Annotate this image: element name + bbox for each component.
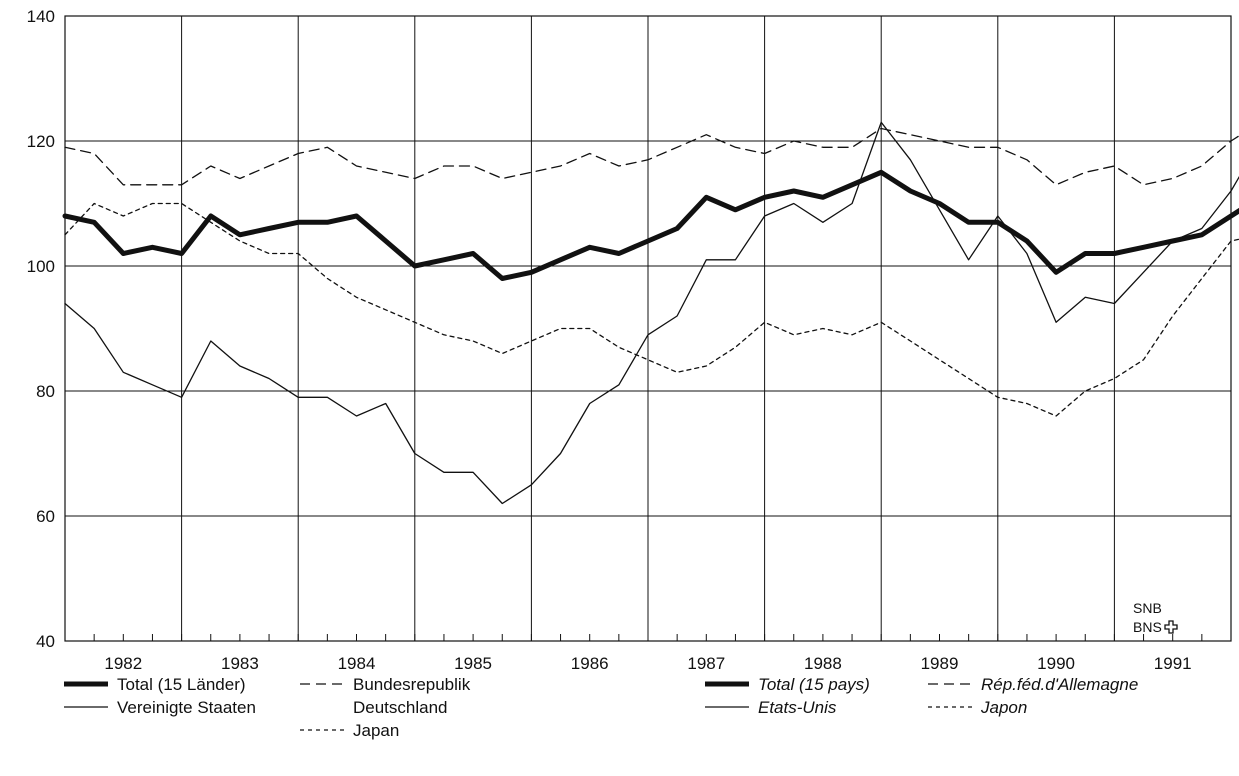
legend-label: Bundesrepublik bbox=[353, 675, 471, 694]
logo-line-1: SNB bbox=[1133, 600, 1162, 616]
x-tick-label: 1989 bbox=[921, 654, 959, 673]
chart-axes: 40 60 80 100 120 140 1982 1983 1984 1985 1986 1987 1… bbox=[27, 7, 1232, 673]
x-tick-label: 1991 bbox=[1154, 654, 1192, 673]
legend-label: Vereinigte Staaten bbox=[117, 698, 256, 717]
swiss-cross-icon bbox=[1164, 620, 1178, 634]
y-tick-label: 140 bbox=[27, 7, 55, 26]
y-tick-label: 40 bbox=[36, 632, 55, 651]
legend-label: Rép.féd.d'Allemagne bbox=[981, 675, 1138, 694]
series-line-0 bbox=[62, 169, 1239, 281]
series-line-1 bbox=[64, 121, 1239, 505]
x-tick-label: 1987 bbox=[687, 654, 725, 673]
chart-legend: Total (15 Länder) Vereinigte Staaten Bunde… bbox=[64, 675, 1138, 740]
x-tick-label: 1983 bbox=[221, 654, 259, 673]
legend-label: Total (15 Länder) bbox=[117, 675, 246, 694]
x-tick-label: 1984 bbox=[338, 654, 376, 673]
x-tick-label: 1990 bbox=[1037, 654, 1075, 673]
x-tick-label: 1982 bbox=[104, 654, 142, 673]
legend-label: Japon bbox=[980, 698, 1027, 717]
x-tick-label: 1988 bbox=[804, 654, 842, 673]
legend-label: Etats-Unis bbox=[758, 698, 837, 717]
y-tick-label: 60 bbox=[36, 507, 55, 526]
logo-line-2: BNS bbox=[1133, 619, 1162, 635]
y-tick-label: 120 bbox=[27, 132, 55, 151]
legend-label: Deutschland bbox=[353, 698, 448, 717]
plot-frame bbox=[64, 15, 1232, 642]
y-tick-label: 80 bbox=[36, 382, 55, 401]
series-line-2 bbox=[64, 127, 1239, 186]
chart-grid bbox=[65, 15, 1232, 642]
snb-bns-logo: SNB BNS bbox=[1133, 600, 1178, 635]
x-tick-label: 1986 bbox=[571, 654, 609, 673]
chart-series bbox=[62, 121, 1239, 505]
series-line-3 bbox=[64, 202, 1239, 417]
x-tick-label: 1985 bbox=[454, 654, 492, 673]
y-tick-label: 100 bbox=[27, 257, 55, 276]
legend-label: Total (15 pays) bbox=[758, 675, 870, 694]
legend-label: Japan bbox=[353, 721, 399, 740]
